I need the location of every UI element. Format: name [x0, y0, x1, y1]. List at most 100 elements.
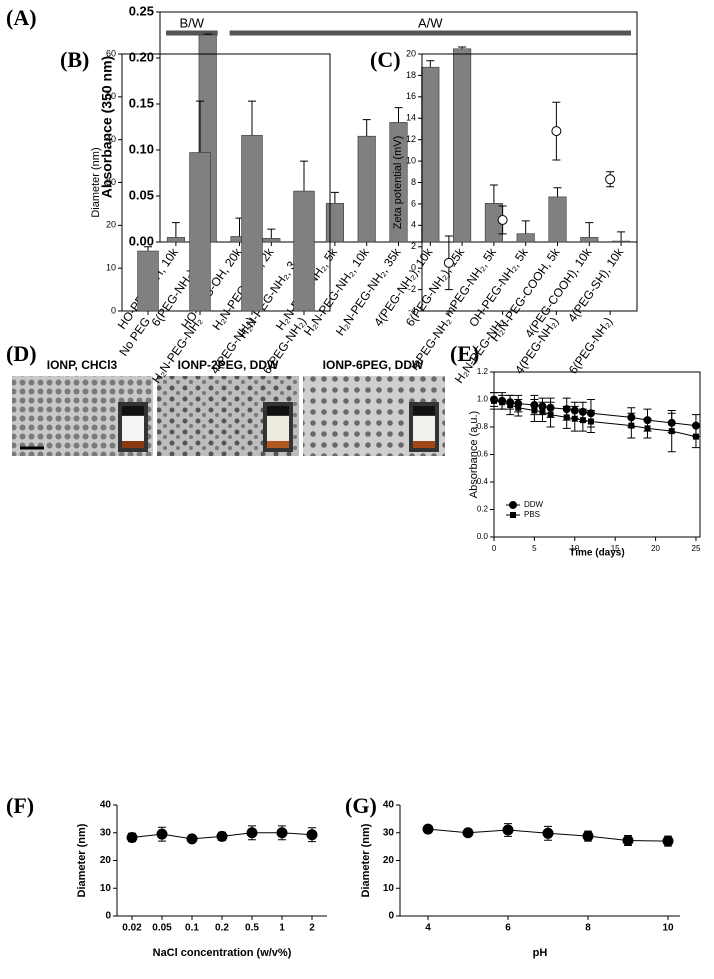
x-tick-label: 0.2 — [215, 923, 229, 934]
x-tick-label: 0.02 — [122, 923, 142, 934]
x-tick-label: 15 — [611, 544, 620, 553]
error-bar — [300, 160, 308, 192]
marker — [547, 411, 554, 418]
bar — [262, 238, 281, 243]
marker — [563, 414, 570, 421]
x-tick-label: 4 — [425, 923, 431, 934]
marker — [126, 831, 138, 843]
error-bar — [196, 100, 204, 153]
y-tick-label: 1.2 — [477, 367, 489, 376]
marker — [443, 257, 454, 268]
panel-d: (D) IONP, CHCl3 IONP-2PEG, DDW IONP-6PEG… — [6, 341, 445, 456]
y-tick-label: 0.2 — [477, 505, 489, 514]
marker — [582, 830, 594, 842]
marker — [510, 512, 516, 518]
error-bar — [521, 220, 530, 234]
y-tick-label: 0.10 — [129, 141, 154, 156]
error-bar — [330, 191, 339, 204]
x-axis-label: pH — [533, 947, 548, 959]
y-tick-label: 0.05 — [129, 187, 154, 202]
x-tick-label: 6 — [505, 923, 511, 934]
error-bar — [458, 46, 467, 49]
y-tick-label: 30 — [383, 827, 395, 838]
panel-label: (E) — [450, 341, 479, 366]
x-tick-label: 0.05 — [152, 923, 172, 934]
x-tick-label: 10 — [662, 923, 674, 934]
y-tick-label: 10 — [100, 883, 112, 894]
marker — [692, 433, 699, 440]
x-tick-label: 2 — [309, 923, 315, 934]
x-tick-label: 25 — [692, 544, 701, 553]
bar — [357, 135, 376, 243]
vial — [118, 402, 148, 452]
marker — [662, 835, 674, 847]
y-tick-label: 0.25 — [129, 3, 154, 18]
y-tick-label: 0.20 — [129, 49, 154, 64]
y-tick-label: 12 — [406, 134, 416, 144]
panel-label: (D) — [6, 341, 37, 366]
marker — [491, 397, 497, 404]
bar — [548, 196, 567, 243]
marker — [156, 828, 168, 840]
marker — [186, 833, 198, 845]
error-bar — [617, 231, 626, 242]
y-tick-label: 30 — [100, 827, 112, 838]
y-axis-label: Diameter (nm) — [90, 147, 102, 217]
vial — [409, 402, 439, 452]
marker — [531, 407, 538, 414]
y-tick-label: 20 — [106, 220, 116, 230]
legend-label: DDW — [524, 500, 544, 509]
y-tick-label: 0.00 — [129, 233, 154, 248]
error-bar — [171, 222, 180, 238]
y-tick-label: 16 — [406, 91, 416, 101]
marker — [571, 415, 578, 422]
image-caption: IONP, CHCl3 — [47, 358, 118, 372]
error-bar — [426, 60, 435, 68]
bar — [421, 66, 440, 243]
y-tick-label: 6 — [411, 198, 416, 208]
error-bar — [585, 222, 594, 238]
y-tick-label: 30 — [106, 177, 116, 187]
marker — [499, 399, 506, 406]
y-tick-label: 0.6 — [477, 450, 489, 459]
y-tick-label: 0 — [388, 911, 394, 922]
x-tick-label: 1 — [279, 923, 285, 934]
error-bar — [248, 100, 256, 136]
error-bar — [394, 107, 403, 123]
y-axis-label: Zeta potential (mV) — [392, 136, 404, 230]
marker — [551, 126, 562, 137]
y-tick-label: 0 — [411, 263, 416, 273]
y-tick-label: 20 — [383, 855, 395, 866]
legend-label: PBS — [524, 510, 540, 519]
marker — [497, 214, 508, 225]
x-tick-label: 0 — [492, 544, 497, 553]
marker — [246, 827, 258, 839]
y-tick-label: 4 — [411, 220, 416, 230]
annotation: A/W — [418, 15, 443, 30]
x-tick-label: 20 — [651, 544, 660, 553]
bar — [580, 237, 599, 243]
y-tick-label: 50 — [106, 91, 116, 101]
y-axis-label: Diameter (nm) — [360, 823, 372, 897]
marker — [605, 174, 616, 185]
marker — [422, 823, 434, 835]
y-tick-label: 10 — [406, 155, 416, 165]
y-tick-label: 8 — [411, 177, 416, 187]
y-axis-label: Absorbance (a.u.) — [468, 411, 480, 498]
x-tick-label: 6(PEG-NH₂) — [566, 315, 615, 377]
y-tick-label: 0.15 — [129, 95, 154, 110]
y-tick-label: 2 — [411, 241, 416, 251]
y-tick-label: 1.0 — [477, 395, 489, 404]
panel-label: (A) — [6, 5, 37, 30]
y-tick-label: -4 — [408, 305, 416, 315]
bar — [241, 135, 263, 312]
error-bar — [489, 184, 498, 204]
bar — [612, 240, 631, 243]
error-bar — [362, 119, 371, 137]
error-bar — [553, 187, 562, 197]
marker — [542, 827, 554, 839]
x-tick-label: 10 — [570, 544, 579, 553]
marker — [622, 835, 634, 847]
error-bar — [267, 228, 276, 239]
